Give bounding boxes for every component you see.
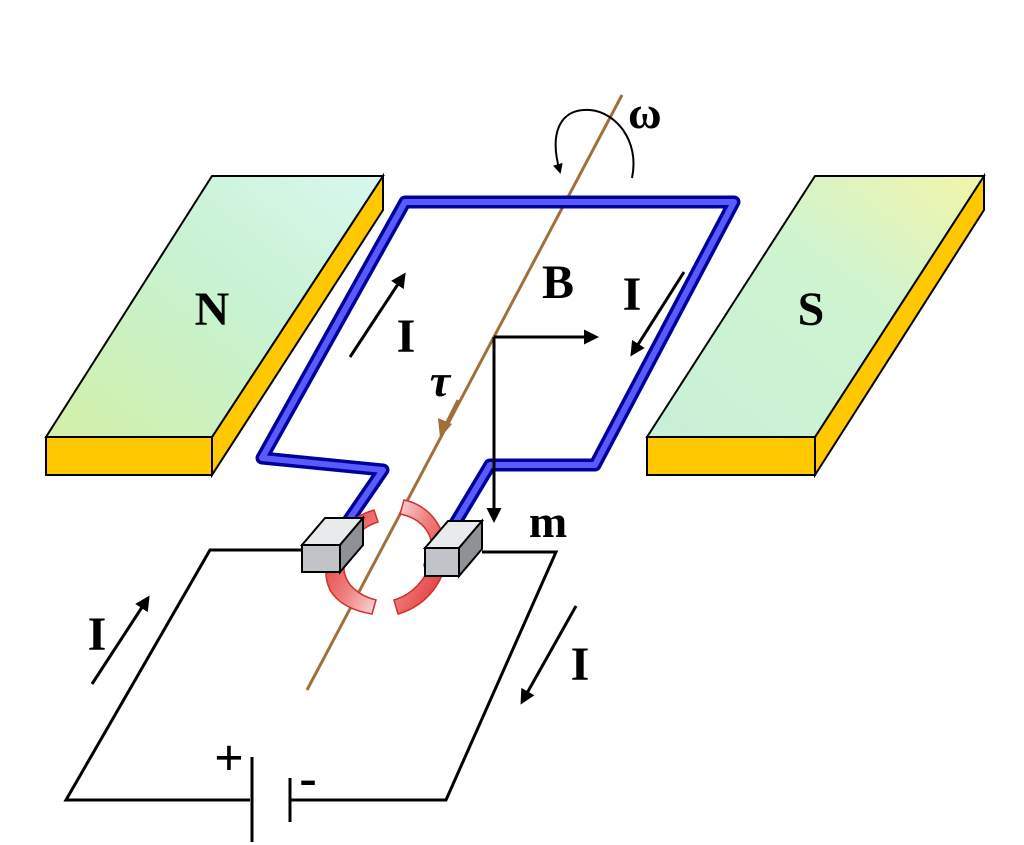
south-magnet-top xyxy=(645,175,986,438)
external-circuit: + - xyxy=(63,548,559,842)
loop-current-arrow-left xyxy=(348,272,406,358)
loop-current-arrow-right xyxy=(630,271,686,357)
rotation-axis xyxy=(305,94,624,691)
battery-plus-label: + xyxy=(214,730,244,787)
rotation-arrow xyxy=(552,108,635,179)
torque-label: τ xyxy=(430,355,452,406)
circuit-current-arrow-left xyxy=(90,595,150,685)
north-label: N xyxy=(195,283,230,336)
south-magnet-front xyxy=(646,436,816,476)
battery-minus-label: - xyxy=(299,750,316,807)
loop-current-label-left: I xyxy=(397,310,416,363)
field-label: B xyxy=(542,256,574,309)
south-label: S xyxy=(798,283,825,336)
current-loop xyxy=(255,195,741,572)
north-magnet-front xyxy=(45,436,213,476)
moment-label: m xyxy=(529,496,567,547)
loop-wire-inner xyxy=(259,199,737,568)
south-magnet: S xyxy=(645,172,986,479)
circuit-current-arrow-right xyxy=(520,605,578,705)
omega-label: ω xyxy=(628,87,662,138)
torque-arrowhead xyxy=(438,418,452,438)
circuit-current-label-right: I xyxy=(571,638,590,691)
circuit-wire-left xyxy=(63,548,302,802)
circuit-current-label-left: I xyxy=(88,608,107,661)
north-magnet: N xyxy=(44,172,385,479)
loop-current-label-right: I xyxy=(623,268,642,321)
north-magnet-top xyxy=(44,175,385,438)
brush-left xyxy=(299,515,366,575)
brush-right xyxy=(422,518,485,579)
circuit-wire-right xyxy=(290,550,559,802)
